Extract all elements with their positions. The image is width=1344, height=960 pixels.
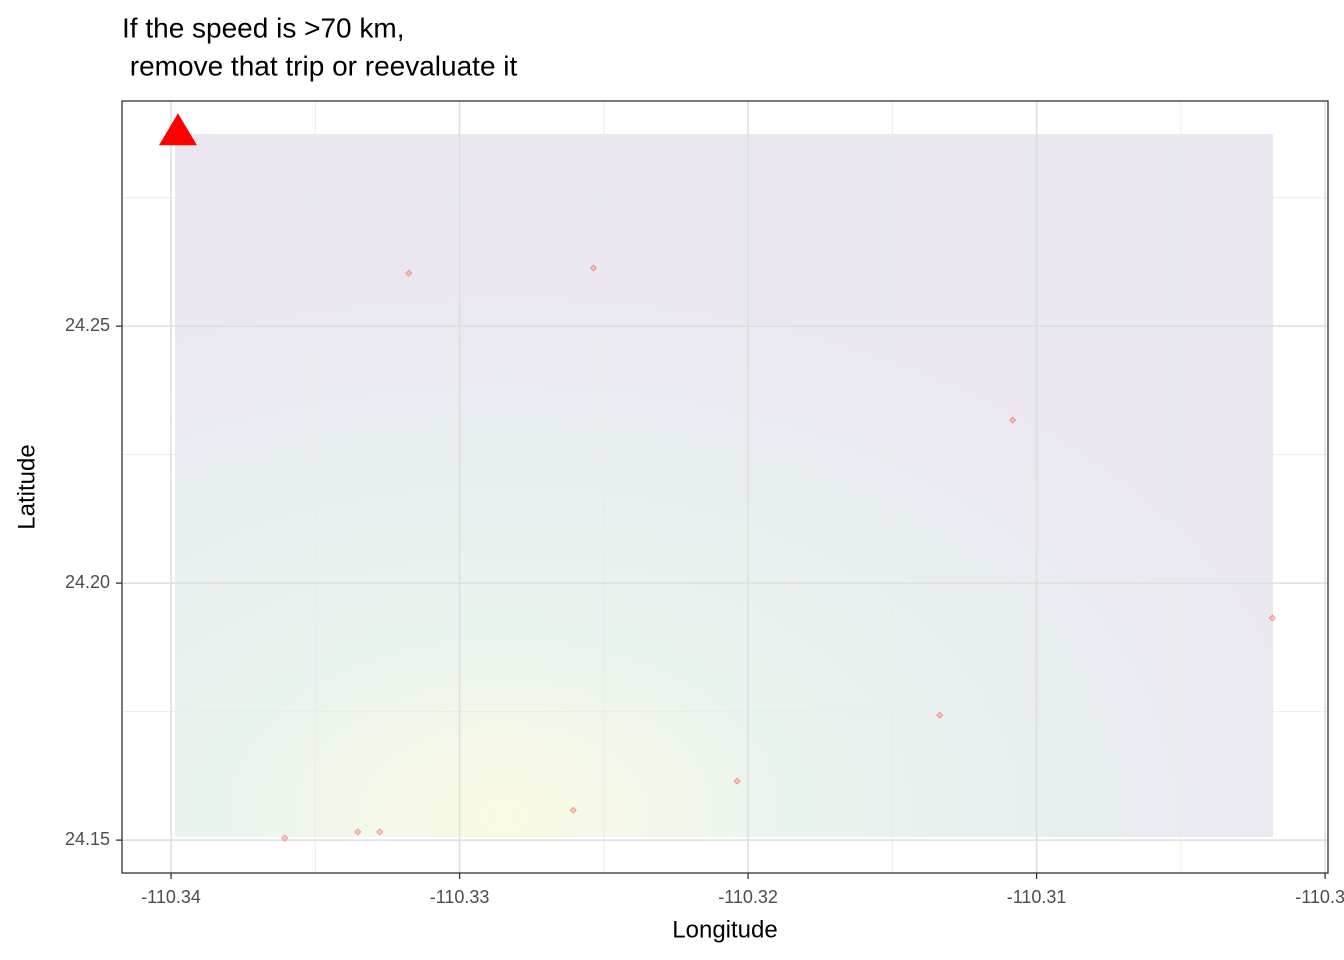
density-raster xyxy=(175,134,1273,837)
data-point xyxy=(354,828,362,836)
chart-title: remove that trip or reevaluate it xyxy=(122,50,518,81)
y-axis-title: Latitude xyxy=(13,444,40,529)
x-axis-title: Longitude xyxy=(672,916,777,943)
highlight-point xyxy=(158,113,197,146)
data-point xyxy=(569,806,577,814)
data-point xyxy=(281,834,289,842)
x-tick-label: -110.31 xyxy=(1007,887,1067,907)
data-point xyxy=(936,711,944,719)
data-point xyxy=(1268,614,1276,622)
x-tick-label: -110.32 xyxy=(718,887,778,907)
x-tick-label: -110.33 xyxy=(430,887,490,907)
x-tick-label: -110.30 xyxy=(1295,887,1344,907)
x-tick-label: -110.34 xyxy=(141,887,201,907)
data-point xyxy=(589,264,598,272)
data-point xyxy=(376,828,384,836)
data-point xyxy=(733,777,741,785)
panel-border xyxy=(121,100,1329,874)
y-tick-label: 24.25 xyxy=(65,315,110,335)
data-point xyxy=(405,269,413,277)
y-tick-label: 24.15 xyxy=(65,829,110,849)
data-point xyxy=(1009,416,1017,424)
y-tick-label: 24.20 xyxy=(65,572,110,592)
chart-title: If the speed is >70 km, xyxy=(122,12,405,43)
